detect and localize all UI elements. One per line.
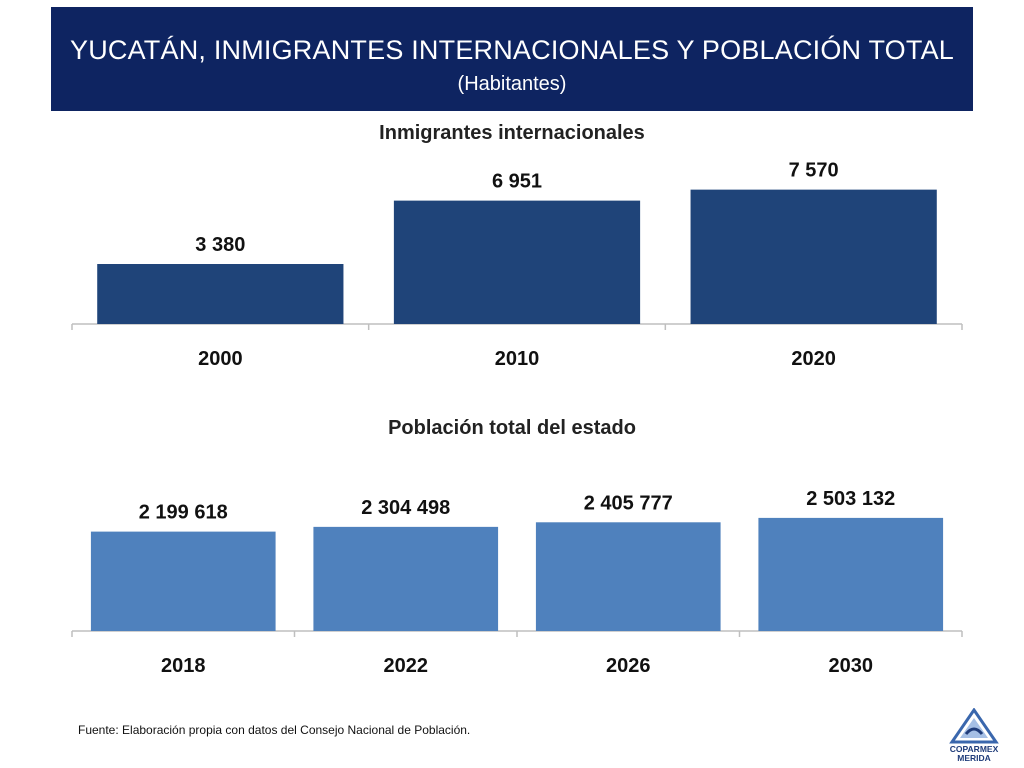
x-tick-label-2010: 2010: [495, 348, 540, 370]
data-label-2030: 2 503 132: [806, 488, 895, 510]
data-label-2000: 3 380: [195, 234, 245, 256]
logo-mark-icon: [949, 707, 999, 744]
chart-title: Inmigrantes internacionales: [379, 122, 645, 144]
source-note: Fuente: Elaboración propia con datos del…: [78, 723, 471, 737]
x-tick-label-2022: 2022: [384, 655, 429, 677]
data-label-2022: 2 304 498: [361, 497, 450, 519]
page-subtitle: (Habitantes): [457, 73, 567, 95]
chart-title: Población total del estado: [388, 417, 636, 439]
bar-2030: [758, 517, 944, 631]
bar-2026: [535, 522, 721, 631]
x-tick-label-2020: 2020: [791, 348, 836, 370]
bar-2022: [313, 526, 499, 631]
x-tick-label-2026: 2026: [606, 655, 651, 677]
chart-population: Población total del estado 2 199 618 2018 2…: [71, 417, 963, 677]
x-tick-label-2000: 2000: [198, 348, 243, 370]
data-label-2010: 6 951: [492, 171, 542, 193]
x-tick-label-2018: 2018: [161, 655, 206, 677]
x-tick-label-2030: 2030: [829, 655, 874, 677]
data-label-2018: 2 199 618: [139, 502, 228, 524]
bar-2020: [690, 189, 937, 324]
title-banner: YUCATÁN, INMIGRANTES INTERNACIONALES Y P…: [51, 7, 973, 111]
bar-2000: [97, 264, 344, 324]
bar-2018: [90, 531, 276, 631]
coparmex-logo: COPARMEX MERIDA: [944, 707, 1004, 764]
data-label-2026: 2 405 777: [584, 492, 673, 514]
data-label-2020: 7 570: [789, 160, 839, 182]
bar-2010: [393, 200, 641, 324]
logo-text-merida: MERIDA: [957, 753, 991, 763]
logo-text-coparmex: COPARMEX: [949, 744, 999, 754]
page-title: YUCATÁN, INMIGRANTES INTERNACIONALES Y P…: [70, 35, 954, 65]
chart-immigrants: Inmigrantes internacionales 3 380 2000 6 95…: [71, 122, 963, 370]
